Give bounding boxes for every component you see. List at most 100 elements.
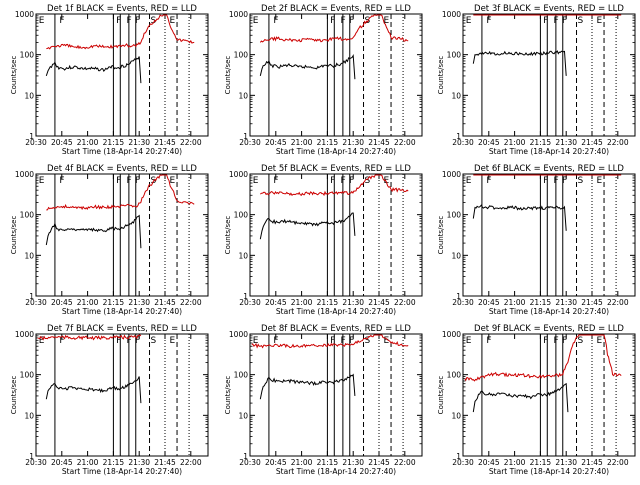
x-tick-label: 20:45	[478, 298, 500, 307]
x-tick-label: 21:30	[555, 138, 577, 147]
plot-frame	[462, 333, 636, 457]
event-letter-F: F	[116, 16, 121, 26]
plot-frame	[35, 13, 209, 137]
panel-title: Det 5f BLACK = Events, RED = LLD	[261, 164, 411, 174]
event-letter-E: E	[466, 176, 472, 186]
x-tick-label: 21:45	[368, 458, 390, 467]
x-tick-label: 21:00	[291, 298, 313, 307]
x-tick-label: 21:30	[555, 298, 577, 307]
x-tick-label: 20:45	[265, 298, 287, 307]
series-line-red	[46, 174, 195, 211]
x-tick-label: 21:15	[530, 138, 552, 147]
x-tick-label: 21:45	[581, 458, 603, 467]
x-tick-label: 22:00	[180, 138, 202, 147]
event-letter-E: E	[466, 16, 472, 26]
y-tick-label: 10	[451, 251, 461, 260]
event-letter-F: F	[330, 16, 335, 26]
x-tick-label: 21:15	[530, 298, 552, 307]
y-tick-label: 100	[234, 211, 249, 220]
y-axis-label: Counts/sec	[224, 56, 232, 95]
event-letter-F: F	[349, 176, 354, 186]
x-tick-label: 20:45	[51, 458, 73, 467]
x-tick-label: 21:00	[77, 298, 99, 307]
event-letter-F: F	[116, 336, 121, 346]
y-tick-label: 1000	[229, 10, 248, 19]
event-letter-E: E	[596, 16, 602, 26]
x-tick-label: 21:15	[317, 298, 339, 307]
y-tick-label: 100	[20, 211, 35, 220]
x-tick-label: 20:30	[239, 298, 261, 307]
event-letter-F: F	[273, 16, 278, 26]
x-tick-label: 21:00	[291, 138, 313, 147]
x-tick-label: 22:00	[394, 298, 416, 307]
panel-title: Det 4f BLACK = Events, RED = LLD	[47, 164, 197, 174]
event-letter-F: F	[273, 336, 278, 346]
event-letter-F: F	[59, 176, 64, 186]
event-letter-F: F	[562, 176, 567, 186]
x-tick-label: 20:30	[25, 138, 47, 147]
x-tick-label: 20:30	[25, 298, 47, 307]
y-tick-label: 100	[234, 371, 249, 380]
event-letter-F: F	[330, 176, 335, 186]
x-tick-label: 20:30	[452, 138, 474, 147]
event-letter-F: F	[553, 336, 558, 346]
event-letter-E: E	[39, 176, 45, 186]
event-letter-F: F	[349, 16, 354, 26]
event-letter-F: F	[116, 176, 121, 186]
event-letter-F: F	[543, 16, 548, 26]
x-tick-label: 20:45	[51, 298, 73, 307]
y-tick-label: 10	[24, 91, 34, 100]
x-tick-label: 20:30	[452, 298, 474, 307]
y-axis-label: Counts/sec	[224, 216, 232, 255]
series-line-black	[259, 212, 356, 240]
event-letter-E: E	[596, 336, 602, 346]
panel-title: Det 8f BLACK = Events, RED = LLD	[261, 324, 411, 334]
y-axis-label: Counts/sec	[10, 376, 18, 415]
y-tick-label: 1	[29, 132, 34, 141]
panel-title: Det 2f BLACK = Events, RED = LLD	[261, 4, 411, 14]
y-tick-label: 10	[238, 251, 248, 260]
y-tick-label: 1	[456, 452, 461, 461]
event-letter-E: E	[596, 176, 602, 186]
event-letter-F: F	[59, 336, 64, 346]
y-axis-label: Counts/sec	[10, 216, 18, 255]
panel-title: Det 3f BLACK = Events, RED = LLD	[474, 4, 624, 14]
event-letter-E: E	[253, 176, 259, 186]
event-letter-S: S	[365, 336, 371, 346]
y-tick-label: 1	[243, 132, 248, 141]
event-letter-F: F	[553, 16, 558, 26]
x-tick-label: 20:30	[25, 458, 47, 467]
event-letter-S: S	[578, 16, 584, 26]
event-letter-F: F	[126, 336, 131, 346]
series-line-black	[472, 204, 567, 231]
event-letter-F: F	[330, 336, 335, 346]
x-tick-label: 21:00	[291, 458, 313, 467]
event-letter-F: F	[349, 336, 354, 346]
panel-2: Det 2f BLACK = Events, RED = LLD 1 10 100 10…	[224, 4, 423, 156]
series-line-black	[45, 56, 142, 84]
event-letter-E: E	[253, 16, 259, 26]
event-letter-F: F	[486, 176, 491, 186]
y-tick-label: 100	[447, 51, 462, 60]
x-tick-label: 21:45	[154, 298, 176, 307]
panel-title: Det 1f BLACK = Events, RED = LLD	[47, 4, 197, 14]
event-letter-F: F	[340, 336, 345, 346]
event-letter-E: E	[169, 336, 175, 346]
series-line-red	[464, 334, 622, 382]
y-axis-label: Counts/sec	[10, 56, 18, 95]
event-letter-F: F	[135, 176, 140, 186]
event-letter-F: F	[126, 176, 131, 186]
y-tick-label: 1	[456, 132, 461, 141]
x-axis-label: Start Time (18-Apr-14 20:27:40)	[489, 147, 609, 156]
x-tick-label: 21:30	[555, 458, 577, 467]
x-tick-label: 21:15	[317, 458, 339, 467]
x-axis-label: Start Time (18-Apr-14 20:27:40)	[276, 147, 396, 156]
panel-9: Det 9f BLACK = Events, RED = LLD 1 10 100 10…	[437, 324, 636, 476]
x-tick-label: 21:00	[77, 138, 99, 147]
x-tick-label: 22:00	[607, 298, 629, 307]
x-tick-label: 22:00	[607, 458, 629, 467]
y-axis-label: Counts/sec	[437, 56, 445, 95]
x-tick-label: 21:30	[342, 458, 364, 467]
x-axis-label: Start Time (18-Apr-14 20:27:40)	[62, 307, 182, 316]
panel-5: Det 5f BLACK = Events, RED = LLD 1 10 100 10…	[224, 164, 423, 316]
